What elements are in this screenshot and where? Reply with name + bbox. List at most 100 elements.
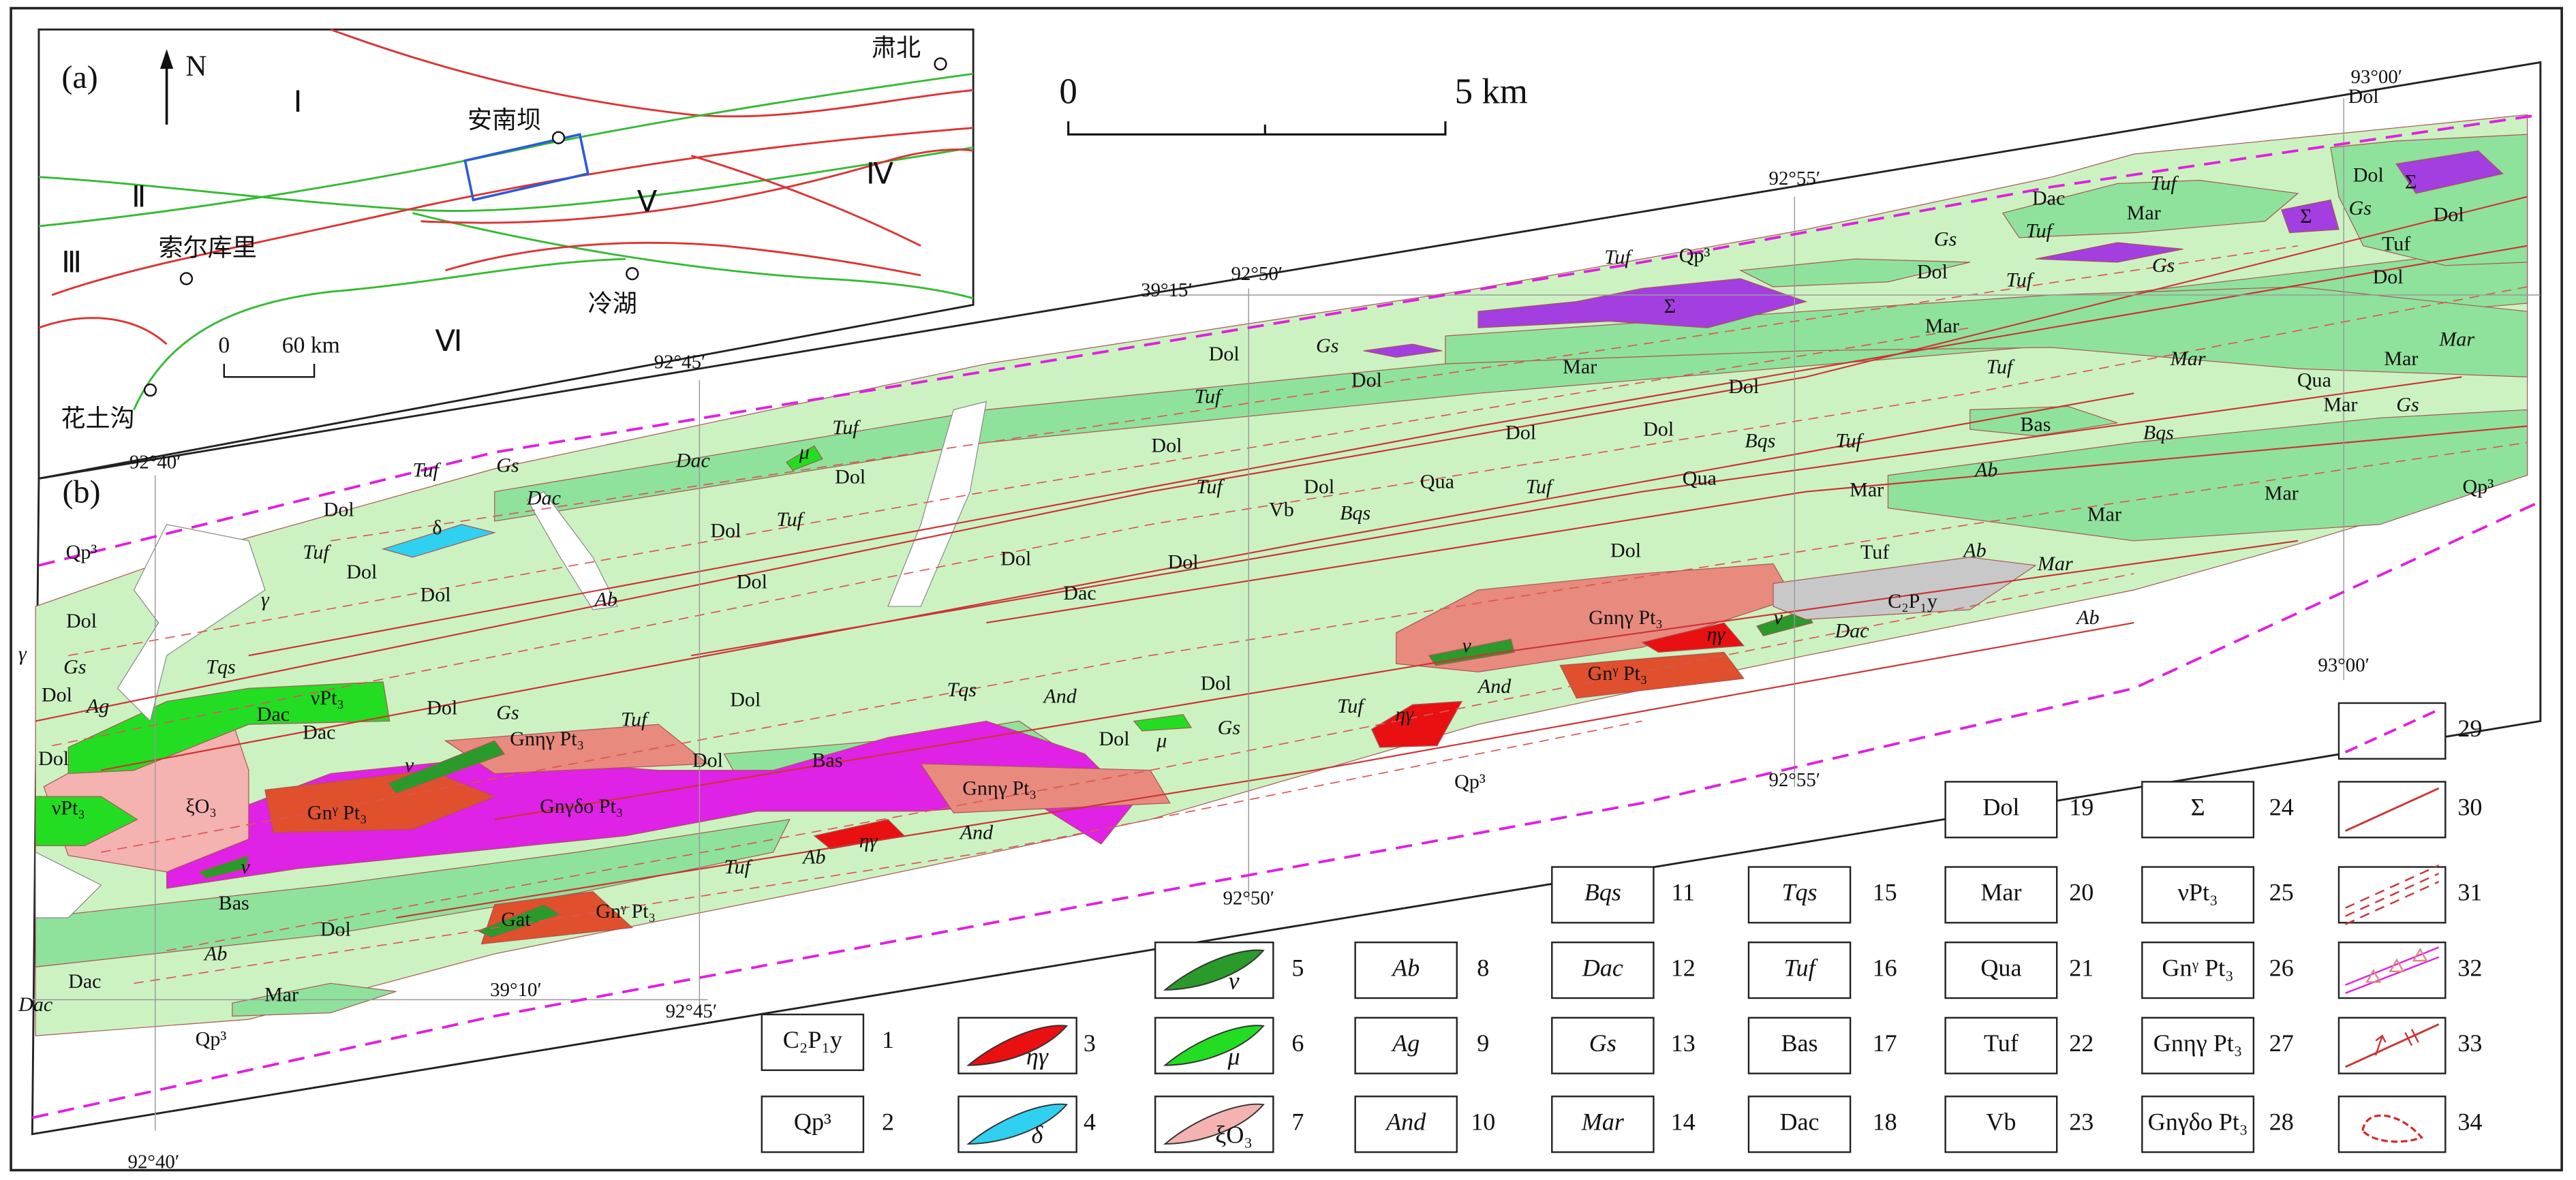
- unit-label: Ab: [2075, 606, 2099, 629]
- coordinate-label: 93°00′: [2350, 66, 2402, 88]
- legend-box: [1747, 941, 1852, 999]
- tectonic-unit: Ⅵ: [435, 325, 462, 358]
- unit-label: Dol: [1917, 260, 1948, 283]
- coordinate-label: 92°40′: [129, 451, 181, 473]
- legend-number: 34: [2457, 1108, 2482, 1135]
- unit-label: Dol: [1351, 368, 1382, 391]
- unit-label: Gnᵞ Pt₃: [1588, 662, 1648, 685]
- unit-label: Tuf: [2382, 232, 2410, 255]
- unit-label: Dac: [2032, 186, 2065, 209]
- unit-label: Dol: [730, 687, 761, 711]
- unit-label: Dol: [1643, 418, 1674, 441]
- legend-label: Gnᵞ Pt₃: [2162, 954, 2233, 981]
- unit-label: Gnηγ Pt₃: [962, 776, 1037, 799]
- unit-label: Mar: [1563, 355, 1597, 378]
- unit-label: ν: [1462, 634, 1472, 657]
- marble-band: [2002, 180, 2299, 238]
- unit-label: Gs: [1934, 228, 1957, 251]
- legend-label: Σ: [2191, 794, 2205, 821]
- unit-label: Vb: [1269, 497, 1294, 521]
- place-name: 安南坝: [467, 106, 541, 134]
- unit-label: Σ: [1664, 294, 1676, 317]
- unit-label: Tuf: [1604, 245, 1633, 268]
- coordinate-label: 92°45′: [666, 1000, 718, 1022]
- marble-band: [1887, 409, 2528, 542]
- unit-label: Tuf: [2150, 172, 2179, 195]
- unit-label: γ: [18, 642, 27, 665]
- unit-label: Tuf: [303, 540, 331, 563]
- legend-number: 21: [2069, 954, 2094, 981]
- unit-label: Dol: [835, 465, 865, 488]
- inset-boundaries: [38, 28, 974, 410]
- gabbro: [477, 904, 562, 938]
- unit-label: Dac: [675, 448, 711, 471]
- marble-band: [1738, 258, 1970, 288]
- ultramafic: [2395, 150, 2504, 194]
- legend-number: 22: [2069, 1029, 2094, 1057]
- legend-label: Gs: [1589, 1029, 1616, 1057]
- marble-band: [1969, 405, 2118, 437]
- quaternary: [887, 401, 987, 607]
- gabbro-pt3: [67, 681, 390, 775]
- legend-swatch: [2344, 708, 2440, 754]
- unit-label: Dol: [42, 683, 72, 706]
- legend-box: [1944, 941, 2058, 999]
- unit-label: Tuf: [776, 508, 805, 531]
- north-label: N: [185, 50, 206, 82]
- unit-label: ηγ: [1395, 702, 1414, 726]
- unit-label: Dol: [38, 747, 69, 770]
- unit-label: Dol: [1304, 475, 1334, 498]
- unit-label: ηγ: [1706, 622, 1726, 645]
- place-name: 索尔库里: [159, 234, 257, 262]
- unit-label: Gs: [2349, 196, 2372, 219]
- unit-label: Mar: [2170, 347, 2206, 370]
- legend-box: [1354, 1096, 1458, 1153]
- unit-label: Tuf: [724, 855, 753, 878]
- quaternary: [35, 851, 102, 918]
- layering: [134, 720, 1642, 984]
- unit-label: Gs: [2152, 253, 2175, 277]
- legend-number: 25: [2269, 879, 2294, 906]
- unit-label: Dol: [1728, 375, 1759, 398]
- legend-number: 30: [2457, 794, 2482, 821]
- legend-swatch: [2365, 969, 2382, 983]
- coordinate-label: 39°15′: [1141, 279, 1193, 301]
- unit-label: Dol: [324, 497, 354, 521]
- boundary-dashed: [31, 500, 2541, 1119]
- unit-label: Gs: [63, 655, 86, 678]
- unit-label: μ: [799, 440, 810, 463]
- quaternary: [526, 491, 619, 610]
- legend-box: [1747, 866, 1852, 924]
- unit-label: Tuf: [2026, 219, 2055, 242]
- marble-band: [35, 819, 791, 967]
- unit-label: Dol: [1099, 727, 1129, 750]
- legend-number: 13: [1671, 1029, 1696, 1057]
- unit-label: Mar: [2265, 481, 2299, 504]
- coordinate-label: 93°00′: [2318, 655, 2370, 677]
- layering: [166, 573, 2134, 952]
- legend-box: [2141, 1096, 2255, 1153]
- coordinate-label: 39°10′: [490, 979, 542, 1001]
- legend-label: Tuf: [1783, 954, 1818, 981]
- ultramafic: [1363, 343, 1443, 358]
- unit-label: Tuf: [832, 416, 861, 439]
- unit-label: Gs: [496, 453, 519, 476]
- legend-label: Gnηγ Pt₃: [2153, 1029, 2243, 1057]
- unit-label: Mar: [2087, 503, 2121, 526]
- legend-label: Tqs: [1781, 879, 1817, 906]
- unit-label: Bas: [2020, 412, 2051, 435]
- unit-label: Bas: [812, 748, 842, 771]
- legend-number: 7: [1291, 1108, 1304, 1135]
- legend-number: 5: [1291, 954, 1304, 981]
- legend-swatch: [1163, 1025, 1265, 1066]
- unit-label: Tuf: [1987, 355, 2015, 378]
- unit-label: Dol: [320, 917, 351, 940]
- gneiss-g: [1559, 651, 1745, 699]
- unit-label: Gnᵞ Pt₃: [596, 899, 656, 922]
- layering: [101, 441, 2528, 853]
- granite: [1370, 700, 1463, 748]
- legend-box: [2337, 1096, 2447, 1153]
- legend-label: Qp³: [794, 1108, 831, 1135]
